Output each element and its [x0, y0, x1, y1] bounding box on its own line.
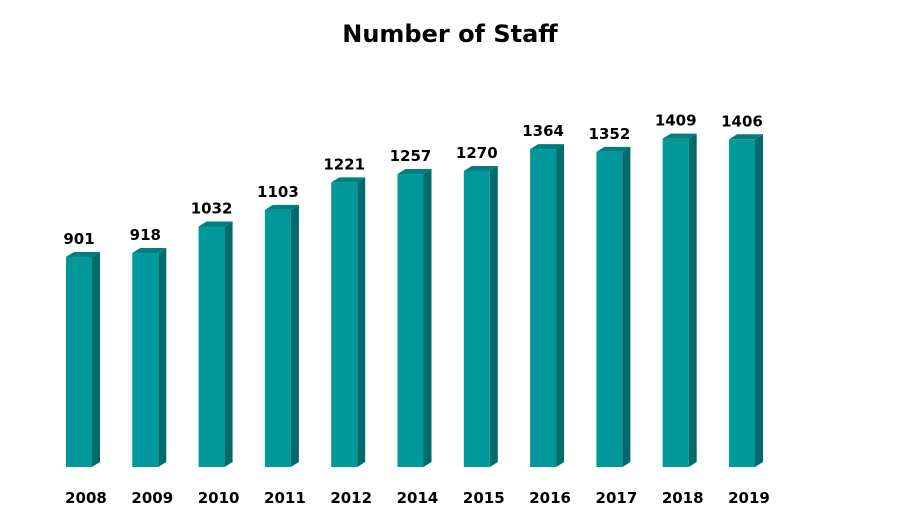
bar-side-2018	[688, 133, 697, 468]
bar-top-2010	[198, 221, 233, 227]
x-tick-label-2015: 2015	[463, 489, 505, 507]
bar-2018	[662, 133, 697, 468]
bar-front-2018	[662, 138, 689, 468]
bar-side-2008	[92, 252, 100, 467]
data-label-2018: 1409	[655, 112, 697, 130]
data-label-2016: 1364	[522, 122, 564, 140]
bar-top-2018	[662, 133, 697, 139]
x-tick-label-2010: 2010	[198, 489, 240, 507]
bar-2016	[530, 144, 565, 468]
data-label-2010: 1032	[191, 199, 233, 217]
bar-front-2014	[397, 174, 424, 468]
bar-2009	[132, 248, 167, 467]
bar-top-2015	[463, 165, 498, 171]
bar-side-2010	[224, 221, 233, 467]
bar-front-2012	[331, 182, 358, 467]
bar-2014	[397, 169, 432, 468]
bars-group	[66, 133, 763, 468]
data-label-2008: 901	[63, 230, 94, 248]
data-label-2017: 1352	[589, 125, 631, 143]
bar-top-2012	[331, 177, 366, 183]
bar-2017	[596, 146, 631, 467]
x-tick-label-2017: 2017	[596, 489, 638, 507]
x-tick-label-2008: 2008	[65, 489, 107, 507]
bar-front-2017	[596, 151, 623, 467]
bar-side-2012	[357, 177, 366, 467]
bar-2015	[463, 165, 498, 468]
bar-2010	[198, 221, 233, 467]
x-tick-label-2018: 2018	[662, 489, 704, 507]
data-labels-group: 901 918 1032 1103 1221 1257 1270 1364 1352 1409 14…	[63, 112, 763, 248]
bar-top-2019	[729, 134, 763, 140]
bar-2019	[729, 134, 763, 468]
bar-side-2016	[556, 144, 565, 468]
bar-side-2015	[489, 165, 498, 468]
x-tick-label-2016: 2016	[529, 489, 571, 507]
bar-front-2009	[132, 253, 159, 467]
bar-front-2016	[530, 149, 557, 468]
chart-title: Number of Staff	[342, 20, 558, 48]
x-tick-label-2009: 2009	[131, 489, 173, 507]
bar-front-2010	[198, 226, 225, 467]
bar-front-2015	[463, 170, 490, 468]
bar-top-2011	[264, 204, 299, 210]
bar-side-2014	[423, 169, 432, 468]
bar-2008	[66, 252, 100, 467]
bar-2012	[331, 177, 366, 467]
bar-front-2011	[264, 209, 291, 467]
x-tick-label-2019: 2019	[728, 489, 770, 507]
data-label-2014: 1257	[390, 147, 432, 165]
bar-side-2011	[290, 204, 299, 467]
x-tick-label-2014: 2014	[397, 489, 439, 507]
data-label-2009: 918	[130, 226, 161, 244]
bar-top-2008	[66, 252, 100, 257]
bar-side-2017	[622, 146, 631, 467]
bar-2011	[264, 204, 299, 467]
data-label-2019: 1406	[721, 112, 763, 130]
bar-front-2019	[729, 139, 755, 468]
data-label-2012: 1221	[323, 155, 365, 173]
x-tick-label-2012: 2012	[330, 489, 372, 507]
bar-side-2009	[158, 248, 167, 467]
bar-top-2009	[132, 248, 167, 254]
x-tick-labels-group: 2008 2009 2010 2011 2012 2014 2015 2016 2017 2018…	[65, 489, 770, 507]
bar-top-2016	[530, 144, 565, 150]
x-tick-label-2011: 2011	[264, 489, 306, 507]
bar-front-2008	[66, 257, 92, 467]
data-label-2015: 1270	[456, 144, 498, 162]
bar-side-2019	[755, 134, 763, 467]
bar-top-2017	[596, 146, 631, 152]
bar-top-2014	[397, 169, 432, 175]
data-label-2011: 1103	[257, 183, 299, 201]
